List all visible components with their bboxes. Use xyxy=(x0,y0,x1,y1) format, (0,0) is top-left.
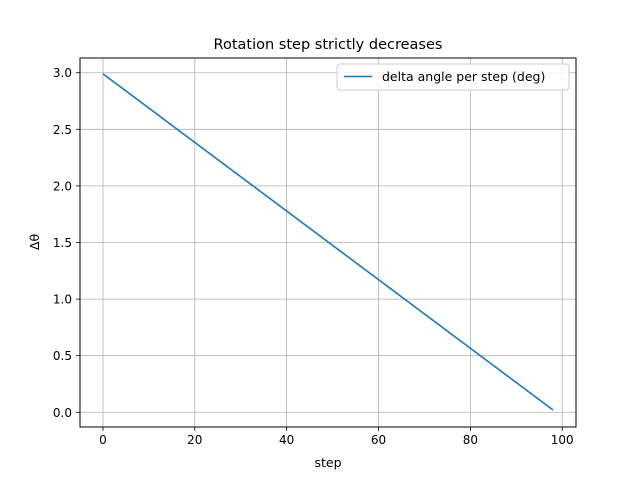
x-tick-label: 60 xyxy=(371,433,386,447)
y-axis-label: Δθ xyxy=(27,234,42,250)
y-tick-label: 0.0 xyxy=(53,406,72,420)
y-tick-label: 1.0 xyxy=(53,293,72,307)
legend: delta angle per step (deg) xyxy=(336,63,570,91)
y-tick-label: 3.0 xyxy=(53,66,72,80)
y-tick-label: 0.5 xyxy=(53,349,72,363)
x-tick-label: 80 xyxy=(463,433,478,447)
x-axis-label: step xyxy=(314,455,341,470)
y-tick-label: 1.5 xyxy=(53,236,72,250)
series-layer xyxy=(102,73,554,411)
y-axis-ticks: 0.0 0.5 1.0 1.5 2.0 2.5 3.0 xyxy=(53,66,80,420)
x-axis-ticks: 0 20 40 60 80 100 xyxy=(99,427,574,447)
chart-title: Rotation step strictly decreases xyxy=(214,37,443,53)
y-tick-label: 2.5 xyxy=(53,123,72,137)
x-tick-label: 20 xyxy=(187,433,202,447)
legend-label: delta angle per step (deg) xyxy=(382,69,545,84)
series-line xyxy=(102,73,554,411)
x-tick-label: 40 xyxy=(279,433,294,447)
x-tick-label: 0 xyxy=(99,433,107,447)
y-tick-label: 2.0 xyxy=(53,179,72,193)
legend-box xyxy=(336,63,570,91)
x-tick-label: 100 xyxy=(551,433,574,447)
